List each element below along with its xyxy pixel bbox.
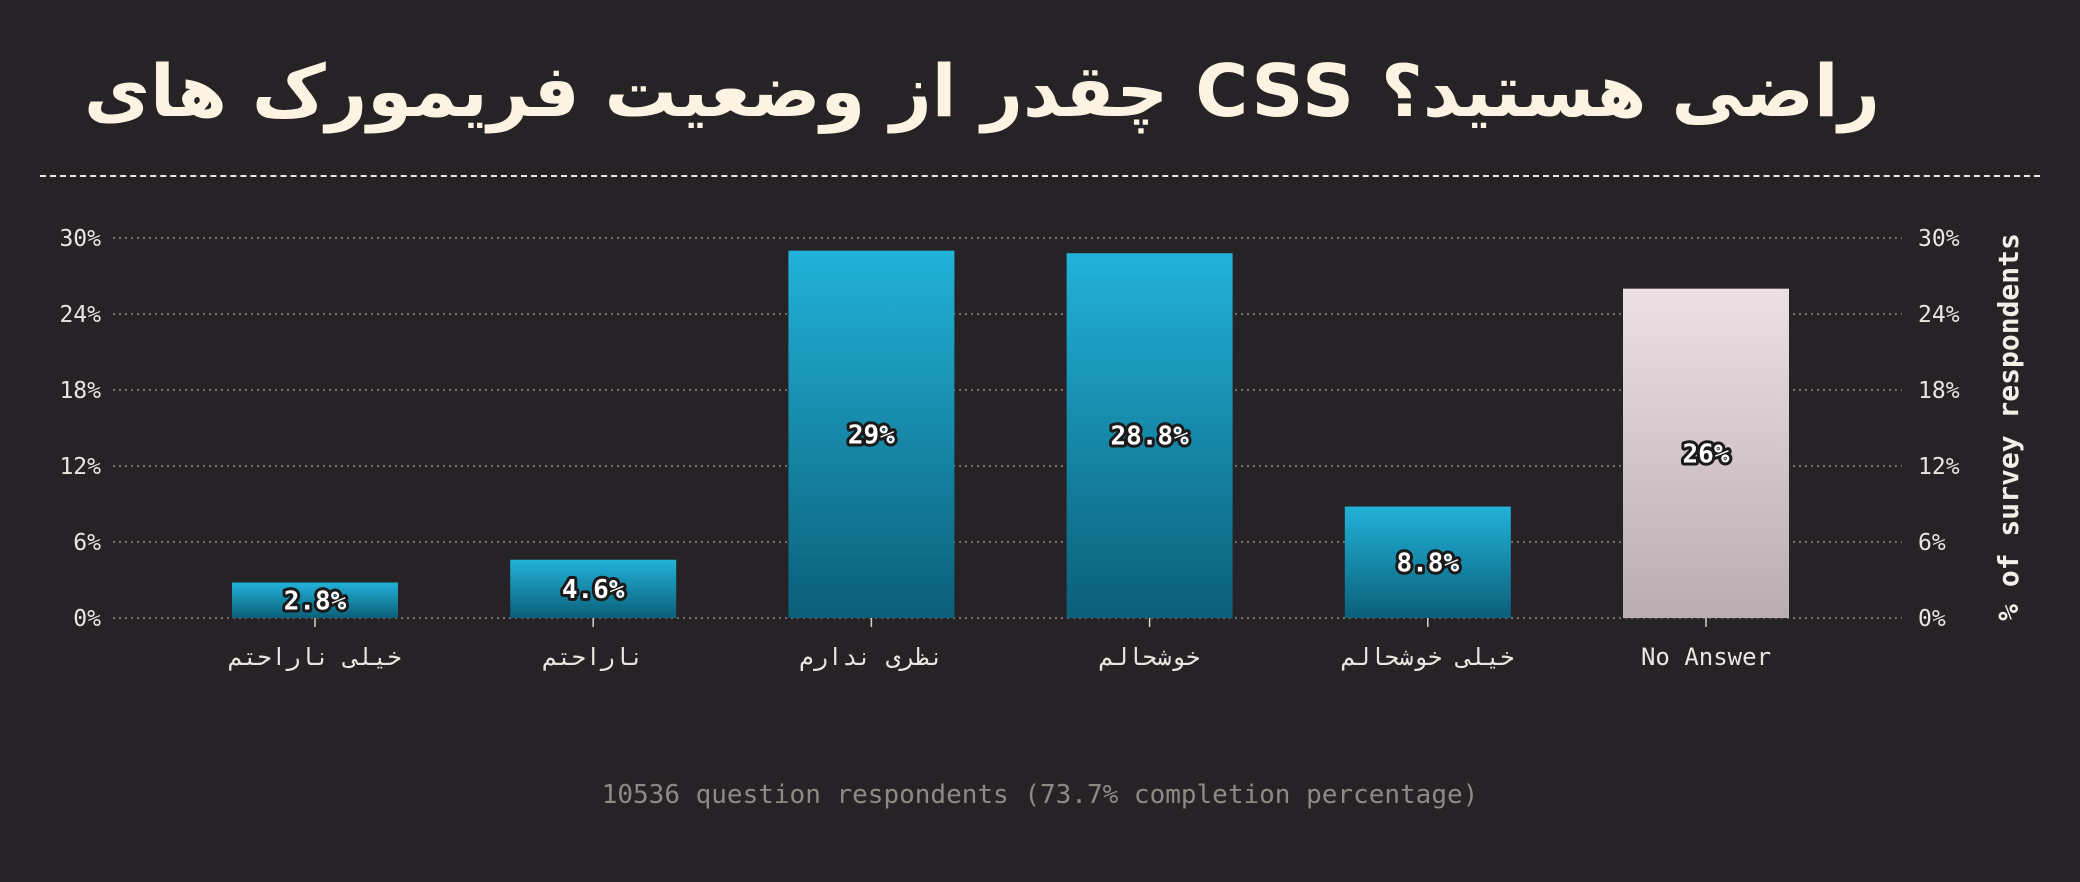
bar-value-label: 2.8% — [284, 586, 347, 616]
y-axis-left: 0% 6% 12% 18% 24% 30% — [59, 226, 101, 632]
y-tick-label-left: 24% — [59, 302, 101, 328]
respondents-footnote: 10536 question respondents (73.7% comple… — [0, 780, 2080, 810]
bar-value-label: 8.8% — [1396, 548, 1459, 578]
bar-value-label: 26% — [1683, 439, 1730, 469]
y-tick-label-left: 18% — [59, 378, 101, 404]
y-tick-label-right: 6% — [1918, 530, 1946, 556]
x-axis: خیلی ناراحتم ناراحتم نظری ندارم خوشحالم خیلی… — [228, 618, 1771, 671]
y-tick-label-right: 18% — [1918, 378, 1960, 404]
bar-value-label: 29% — [848, 420, 895, 450]
x-category-label: خیلی خوشحالم — [1341, 643, 1514, 671]
x-category-label: ناراحتم — [543, 643, 644, 671]
y-tick-label-right: 24% — [1918, 302, 1960, 328]
y-axis-title: % of survey respondents — [1992, 233, 2025, 621]
x-category-label: خوشحالم — [1099, 643, 1200, 671]
x-category-label: خیلی ناراحتم — [228, 643, 401, 671]
y-tick-label-right: 12% — [1918, 454, 1960, 480]
y-tick-label-left: 12% — [59, 454, 101, 480]
y-tick-label-right: 30% — [1918, 226, 1960, 252]
y-tick-label-left: 6% — [73, 530, 101, 556]
y-tick-label-right: 0% — [1918, 606, 1946, 632]
bar-value-label: 4.6% — [562, 575, 625, 605]
x-category-label: نظری ندارم — [799, 643, 944, 671]
y-tick-label-left: 30% — [59, 226, 101, 252]
y-tick-label-left: 0% — [73, 606, 101, 632]
bar-value-label: 28.8% — [1110, 422, 1189, 452]
y-axis-right: 0% 6% 12% 18% 24% 30% — [1918, 226, 1960, 632]
x-category-label: No Answer — [1641, 643, 1771, 671]
bars: 2.8% 4.6% 29% 28.8% 8.8% 26% — [232, 251, 1789, 618]
